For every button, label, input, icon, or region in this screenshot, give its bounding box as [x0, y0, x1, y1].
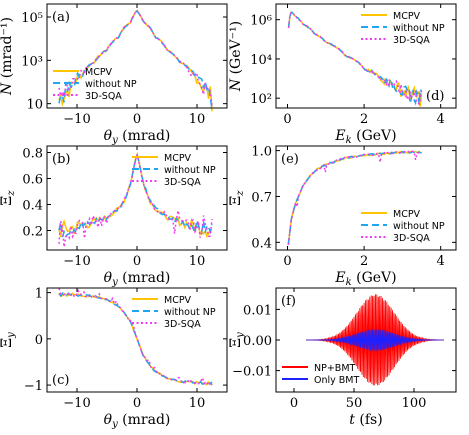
panel-f-xlabel: t (fs): [349, 412, 382, 428]
panel-a-xtick-label: 10: [189, 112, 206, 127]
panel-d-frame: [275, 3, 457, 109]
panel-f-xtick-label: 100: [402, 396, 427, 411]
panel-b-series-3d-sqa: [58, 154, 213, 248]
panel-a-series-3d-sqa: [58, 9, 213, 106]
panel-b-ytick-label: 0.8: [22, 147, 43, 162]
panel-e-legend-label: MCPV: [393, 209, 421, 220]
panel-c-tag: (c): [52, 373, 69, 388]
panel-b-ytick-label: 0.6: [22, 173, 43, 188]
panel-e-ytick-label: 0.7: [251, 190, 272, 205]
panel-f: 0 50 100 −0.01 0.00 0.01 (f) t (fs) Ξy NP+BMTOnly…: [228, 287, 457, 428]
panel-a-xtick-label: −10: [63, 112, 90, 127]
panel-e-tag: (e): [281, 152, 299, 167]
panel-e-xtick-label: 4: [437, 254, 445, 269]
panel-e-legend-label: 3D-SQA: [393, 233, 430, 244]
panel-e-frame: [275, 145, 457, 251]
panel-f-legend-label: NP+BMT: [314, 363, 356, 374]
panel-f-legend-label: Only BMT: [314, 375, 359, 386]
panel-b-xtick-label: 0: [133, 254, 141, 269]
panel-b-legend-label: 3D-SQA: [164, 177, 201, 188]
panel-c-xtick-label: 10: [189, 396, 206, 411]
panel-b: −10 0 10 0.2 0.4 0.6 0.8 (b) θy (mrad) Ξz MCPVwith…: [0, 145, 228, 288]
panel-a-legend-label: without NP: [85, 79, 137, 90]
panel-b-legend-label: MCPV: [164, 153, 192, 164]
panel-d-legend-label: 3D-SQA: [393, 35, 430, 46]
panel-c-xtick-label: −10: [63, 396, 90, 411]
panel-d-ylabel: N (GeV⁻¹): [228, 21, 244, 92]
panel-f-series-np-bmt: [306, 294, 445, 386]
panel-b-tag: (b): [52, 152, 70, 167]
panel-b-xtick-label: 10: [189, 254, 206, 269]
panel-a-xtick-label: 0: [133, 112, 141, 127]
panel-d: 0 2 4 10² 10⁴ 10⁶ (d) Ek (GeV) N (GeV⁻¹) MCPVwith…: [228, 3, 457, 146]
panel-c-ylabel: Ξy: [0, 332, 17, 348]
panel-d-series-3d-sqa: [287, 12, 423, 106]
panel-e-xtick-label: 2: [360, 254, 368, 269]
panel-a-series-without-np: [58, 9, 213, 110]
panel-d-xtick-label: 4: [437, 112, 445, 127]
panel-a-legend-label: 3D-SQA: [85, 91, 122, 102]
panel-c-ytick-label: 1: [35, 287, 43, 302]
panel-b-ylabel: Ξz: [0, 190, 17, 206]
panel-c-legend-label: 3D-SQA: [164, 319, 201, 330]
panel-d-ytick-label: 10²: [250, 92, 272, 107]
panel-a-ytick-label: 10⁵: [21, 11, 43, 26]
panel-c-legend-label: MCPV: [164, 295, 192, 306]
panel-e-ytick-label: 1.0: [251, 145, 272, 160]
panel-b-xlabel: θy (mrad): [104, 270, 171, 288]
panel-e-xtick-label: 0: [283, 254, 291, 269]
panel-d-legend-label: MCPV: [393, 11, 421, 22]
panel-e-series-mcpv: [287, 150, 422, 246]
panel-f-ytick-label: −0.01: [232, 365, 272, 380]
panel-e-xlabel: Ek (GeV): [334, 270, 396, 288]
panel-b-series-without-np: [58, 152, 213, 238]
panel-c-legend-label: without NP: [164, 307, 216, 318]
panel-f-ytick-label: 0.01: [243, 303, 272, 318]
panel-d-ytick-label: 10⁶: [250, 14, 272, 29]
panel-e-series-3d-sqa: [287, 150, 422, 245]
panel-f-tag: (f): [281, 294, 296, 309]
panel-d-xlabel: Ek (GeV): [334, 128, 396, 146]
panel-e-legend-label: without NP: [393, 221, 445, 232]
panel-b-ytick-label: 0.4: [22, 199, 43, 214]
panel-d-xtick-label: 2: [360, 112, 368, 127]
panel-a-ylabel: N (mrad⁻¹): [0, 17, 15, 96]
panel-f-ytick-label: 0.00: [243, 334, 272, 349]
panel-a-series-mcpv: [58, 9, 213, 112]
panel-b-ytick-label: 0.2: [22, 225, 43, 240]
panel-a-tag: (a): [52, 10, 70, 25]
panel-a-legend-label: MCPV: [85, 67, 113, 78]
panel-f-xtick-label: 0: [290, 396, 298, 411]
panel-a-ytick-label: 10: [26, 98, 43, 113]
panel-d-xtick-label: 0: [283, 112, 291, 127]
panel-c-ytick-label: 0: [35, 333, 43, 348]
panel-f-xtick-label: 50: [346, 396, 363, 411]
panel-b-legend-label: without NP: [164, 165, 216, 176]
panel-e-ytick-label: 0.4: [251, 236, 272, 251]
panel-e-ylabel: Ξz: [228, 190, 246, 206]
panel-a-ytick-label: 10³: [21, 54, 43, 69]
panel-a-xlabel: θy (mrad): [104, 128, 171, 146]
panel-d-tag: (d): [426, 89, 444, 104]
panel-c-ytick-label: −1: [24, 379, 43, 394]
panel-c-series-without-np: [58, 291, 213, 386]
panel-a-frame: [46, 3, 228, 109]
panel-f-ylabel: Ξy: [228, 332, 246, 348]
panel-a: −10 0 10 10 10³ 10⁵ (a) θy (mrad) N (mrad⁻¹) MCPV…: [0, 3, 228, 146]
panel-c-xtick-label: 0: [133, 396, 141, 411]
panel-d-legend-label: without NP: [393, 23, 445, 34]
panel-f-series-only-bmt: [306, 328, 444, 352]
panel-b-xtick-label: −10: [63, 254, 90, 269]
panel-d-ytick-label: 10⁴: [250, 53, 272, 68]
panel-c-xlabel: θy (mrad): [104, 412, 171, 430]
